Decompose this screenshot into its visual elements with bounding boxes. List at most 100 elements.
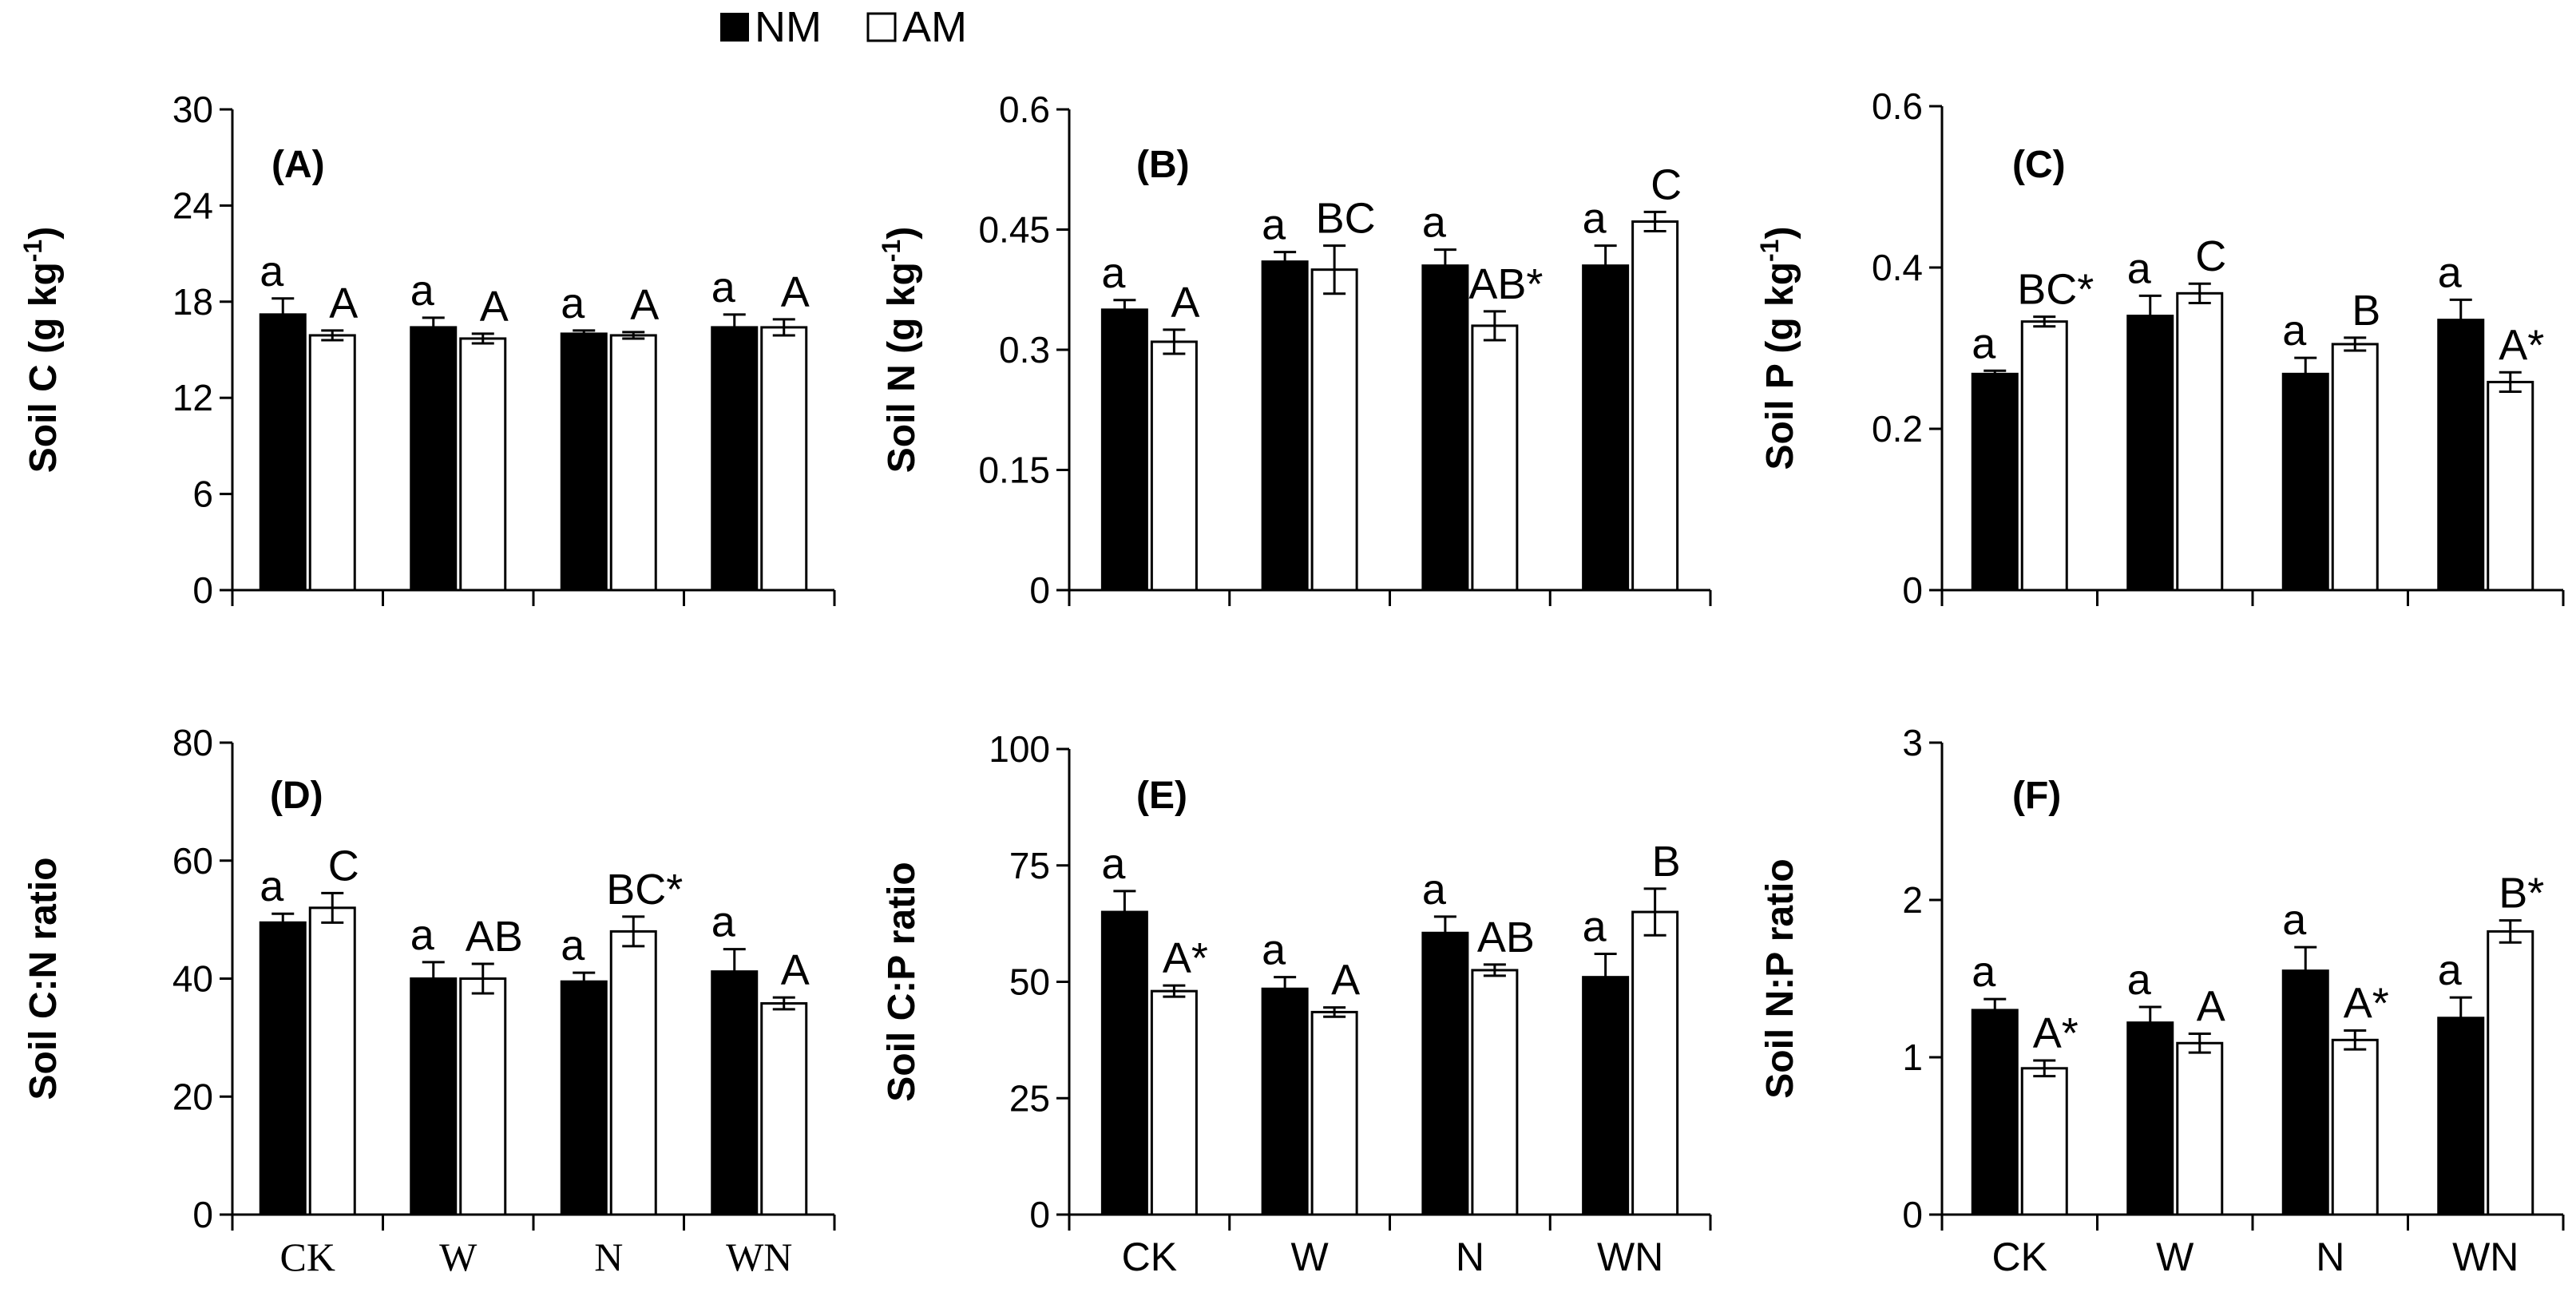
panel-d-y-tick-label: 40 xyxy=(172,958,213,1000)
panel-c-bar-am xyxy=(2487,380,2534,592)
panel-e-significance-label: AB xyxy=(1477,914,1535,961)
panel-e-y-tick-label: 75 xyxy=(1009,845,1050,886)
panel-f-significance-label: a xyxy=(2127,956,2152,1004)
panel-b-significance-label: a xyxy=(1262,201,1286,249)
panel-e-y-tick-label: 25 xyxy=(1009,1077,1050,1119)
legend-nm-label: NM xyxy=(755,3,822,51)
panel-f-bar-am xyxy=(2176,1041,2224,1216)
panel-f-category-label: WN xyxy=(2452,1235,2519,1279)
panel-c-y-tick-label: 0.6 xyxy=(1872,85,1923,127)
panel-c-significance-label: A* xyxy=(2499,321,2544,369)
panel-a-significance-label: A xyxy=(480,283,509,331)
panel-a-label: (A) xyxy=(271,144,325,186)
panel-f-bar-am xyxy=(2331,1038,2379,1216)
panel-e-bar-nm xyxy=(1100,910,1148,1216)
panel-c-bar-am xyxy=(2020,320,2068,592)
panel-d-y-tick-label: 60 xyxy=(172,840,213,882)
panel-c-y-tick-label: 0.4 xyxy=(1872,247,1923,288)
panel-c-bar-nm xyxy=(2281,372,2329,592)
panel-f-bar-am xyxy=(2487,930,2534,1216)
panel-f-category-label: W xyxy=(2156,1235,2194,1279)
panel-d-bar-nm xyxy=(711,970,759,1216)
panel-d-significance-label: a xyxy=(260,862,284,910)
panel-e-significance-label: B xyxy=(1652,838,1681,886)
panel-e-bar-am xyxy=(1631,910,1679,1216)
panel-a-bar-am xyxy=(308,334,356,592)
panel-b-y-tick-label: 0 xyxy=(1029,569,1050,611)
panel-d-bar-am xyxy=(459,977,507,1216)
panel-a-y-tick-label: 0 xyxy=(192,569,213,611)
panel-b-y-axis-label: Soil N (g kg-1) xyxy=(877,227,923,473)
panel-e-bar-nm xyxy=(1421,931,1469,1216)
panel-c-label: (C) xyxy=(2012,144,2066,186)
panel-d-significance-label: C xyxy=(328,842,359,890)
panel-c: 0 0.2 0.4 0.6 a a a a BC* C B A* (C) Soil P (g kg-1) xyxy=(1755,85,2565,611)
panel-f-bar-am xyxy=(2020,1067,2068,1216)
panel-a-bar-nm xyxy=(560,332,608,592)
panel-d-y-axis-label: Soil C:N ratio xyxy=(22,857,65,1100)
panel-d-significance-label: BC* xyxy=(606,866,683,914)
panel-a-bar-am xyxy=(459,337,507,592)
panel-c-significance-label: a xyxy=(1972,319,1996,367)
panel-b-bar-am xyxy=(1471,324,1519,592)
panel-b-significance-label: C xyxy=(1651,161,1682,208)
panel-e-category-label: WN xyxy=(1597,1235,1663,1279)
panel-f-significance-label: A* xyxy=(2033,1009,2079,1057)
panel-d-label: (D) xyxy=(270,775,323,817)
panel-d-category-label: W xyxy=(439,1235,478,1279)
legend-nm-swatch xyxy=(720,13,749,42)
panel-c-bar-am xyxy=(2176,291,2224,592)
panel-e-significance-label: a xyxy=(1101,840,1126,888)
panel-f-y-tick-label: 1 xyxy=(1902,1037,1923,1078)
panel-e-significance-label: a xyxy=(1262,926,1286,974)
panel-d-bar-nm xyxy=(410,977,458,1216)
panel-a-bar-nm xyxy=(711,326,759,592)
panel-b-bar-am xyxy=(1150,340,1198,592)
panel-e-bar-nm xyxy=(1582,976,1630,1216)
panel-b-significance-label: a xyxy=(1101,249,1126,297)
legend: NM AM xyxy=(720,3,967,51)
panel-c-y-axis-label: Soil P (g kg-1) xyxy=(1755,227,1801,470)
panel-a-bar-am xyxy=(760,326,808,592)
panel-c-bar-am xyxy=(2331,343,2379,592)
panel-b-y-tick-label: 0.3 xyxy=(999,329,1050,371)
panel-c-y-tick-label: 0 xyxy=(1902,569,1923,611)
panel-f-bar-nm xyxy=(1971,1009,2019,1216)
panel-b-bar-nm xyxy=(1582,264,1630,592)
panel-d-category-label: WN xyxy=(726,1235,792,1279)
panel-c-significance-label: a xyxy=(2127,244,2152,292)
panel-f-y-tick-label: 2 xyxy=(1902,879,1923,921)
panel-e-bar-nm xyxy=(1261,987,1309,1216)
panel-f-bar-nm xyxy=(2281,969,2329,1216)
panel-e-category-label: CK xyxy=(1122,1235,1177,1279)
panel-f-category-label: N xyxy=(2316,1235,2344,1279)
panel-c-y-tick-label: 0.2 xyxy=(1872,408,1923,450)
panel-e-bar-am xyxy=(1310,1010,1358,1216)
panel-f-significance-label: a xyxy=(2282,896,2307,944)
panel-f-significance-label: A xyxy=(2197,982,2225,1030)
panel-b-significance-label: a xyxy=(1583,195,1607,243)
panel-e-y-tick-label: 0 xyxy=(1029,1194,1050,1235)
panel-d-category-label: CK xyxy=(280,1235,335,1279)
panel-a-significance-label: A xyxy=(781,268,810,316)
panel-e-bar-am xyxy=(1150,989,1198,1216)
panel-d-y-tick-label: 20 xyxy=(172,1076,213,1117)
panel-b-bar-am xyxy=(1310,268,1358,592)
panel-f-y-tick-label: 0 xyxy=(1902,1194,1923,1235)
panel-f-significance-label: B* xyxy=(2499,870,2544,918)
panel-b-bar-nm xyxy=(1421,264,1469,592)
panel-f-y-tick-label: 3 xyxy=(1902,722,1923,763)
panel-c-significance-label: B xyxy=(2352,287,2380,335)
panel-c-bar-nm xyxy=(2437,319,2485,592)
panel-a-significance-label: a xyxy=(711,264,736,311)
panel-d-y-tick-label: 80 xyxy=(172,722,213,763)
panel-e-significance-label: a xyxy=(1583,903,1607,951)
panel-e-significance-label: A xyxy=(1331,957,1360,1005)
panel-d-significance-label: a xyxy=(410,911,435,959)
panel-e-y-axis-label: Soil C:P ratio xyxy=(881,862,923,1102)
